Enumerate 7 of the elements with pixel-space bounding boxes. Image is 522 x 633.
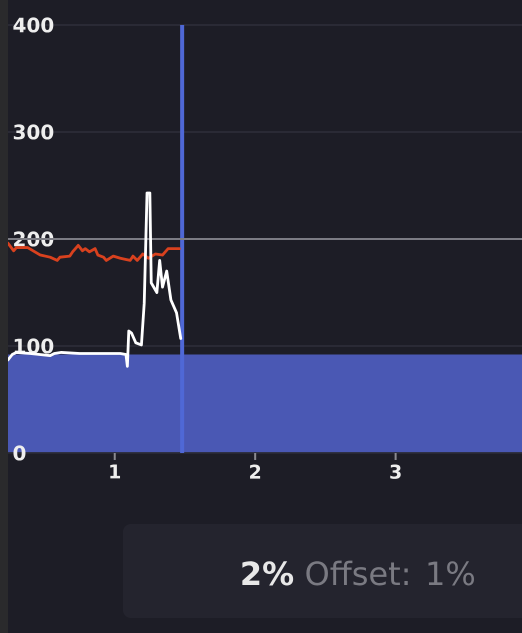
y-tick-label: 400 [13,17,54,33]
x-tick-label: 1 [110,464,120,478]
text: Offset: 1% [306,560,474,586]
text: 2% [242,561,294,586]
y-tick-label: 300 [14,124,54,140]
x-tick-label: 3 [390,464,401,479]
x-tick-label: 2 [250,464,260,479]
